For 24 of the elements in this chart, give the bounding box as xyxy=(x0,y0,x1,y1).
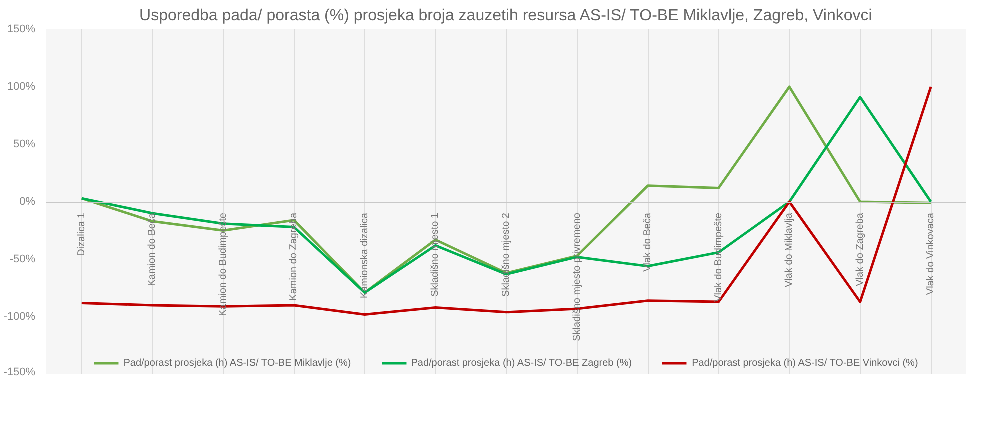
y-tick-label: 150% xyxy=(7,24,36,36)
y-tick-label: -50% xyxy=(10,254,36,266)
legend-label: Pad/porast prosjeka (h) AS-IS/ TO-BE Zagreb (%) xyxy=(411,358,632,368)
x-tick-label: Vlak do Budimpešte xyxy=(713,212,724,302)
x-tick-label: Vlak do Vinkovaca xyxy=(926,212,937,296)
x-tick-label: Dizalica 1 xyxy=(76,212,88,256)
y-tick-label: -100% xyxy=(4,311,36,323)
x-tick-label: Skladišno mjesto 2 xyxy=(501,212,512,297)
y-tick-label: 0% xyxy=(20,196,36,208)
x-tick-label: Vlak do Miklavlja xyxy=(784,212,796,288)
y-tick-label: -150% xyxy=(4,366,36,378)
x-tick-label: Kamion do Zagreba xyxy=(288,212,300,301)
x-tick-label: Vlak do Zagreba xyxy=(854,212,866,286)
x-tick-label: Kamion do Budimpešte xyxy=(218,212,229,316)
legend-label: Pad/porast prosjeka (h) AS-IS/ TO-BE Vinkovci (%) xyxy=(692,358,918,368)
x-tick-label: Vlak do Beča xyxy=(642,212,654,272)
chart-title: Usporedba pada/ porasta (%) prosjeka broja zauzetih resursa AS-IS/ TO-BE Miklavlje, Zagreb, Vinkovci xyxy=(140,8,872,24)
x-tick-label: Kamion do Beča xyxy=(147,212,158,286)
x-tick-label: Kamionska dizalica xyxy=(359,212,370,299)
legend-label: Pad/porast prosjeka (h) AS-IS/ TO-BE Miklavlje (%) xyxy=(124,358,352,368)
x-tick-label: Skladišno mjesto privremeno xyxy=(572,212,583,342)
x-tick-label: Skladišno mjesto 1 xyxy=(430,212,442,297)
y-tick-label: 100% xyxy=(7,81,36,93)
y-tick-label: 50% xyxy=(13,138,36,150)
